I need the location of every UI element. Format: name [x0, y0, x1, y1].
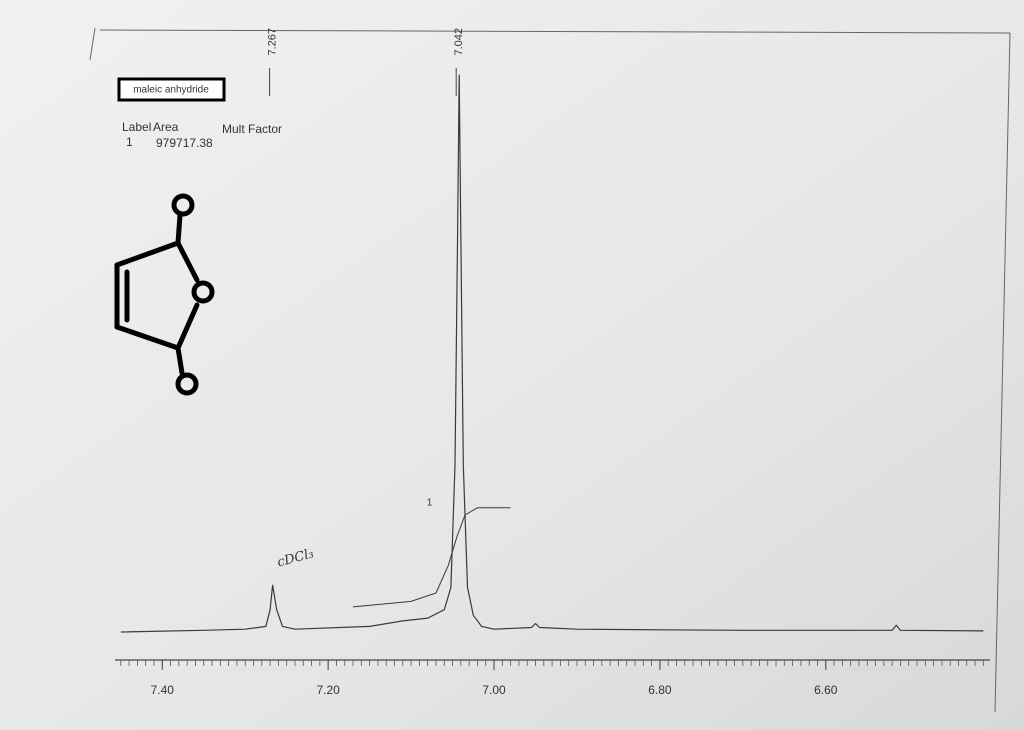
molecule-structure: [114, 193, 215, 396]
x-tick-label: 6.80: [648, 683, 672, 697]
table-cell: 1: [126, 135, 133, 149]
peak-label: 7.042: [453, 28, 465, 56]
table-header: Area: [153, 120, 179, 134]
frame-left: [89, 27, 96, 61]
spectrum-line: [120, 74, 984, 633]
x-tick-label: 6.60: [814, 683, 838, 697]
compound-box: [117, 77, 226, 102]
integral-label: 1: [427, 497, 433, 508]
x-tick-label: 7.40: [151, 683, 175, 697]
table-header: Label: [122, 120, 151, 134]
compound-name: maleic anhydride: [133, 85, 209, 96]
table-header: Mult Factor: [222, 122, 282, 136]
frame-right: [994, 32, 1011, 713]
frame-top: [99, 29, 1011, 34]
integral-curve: [352, 507, 511, 608]
table-cell: 979717.38: [156, 136, 213, 150]
x-tick-label: 7.00: [482, 683, 506, 697]
x-tick-label: 7.20: [316, 683, 340, 697]
peak-label: 7.267: [266, 28, 278, 56]
